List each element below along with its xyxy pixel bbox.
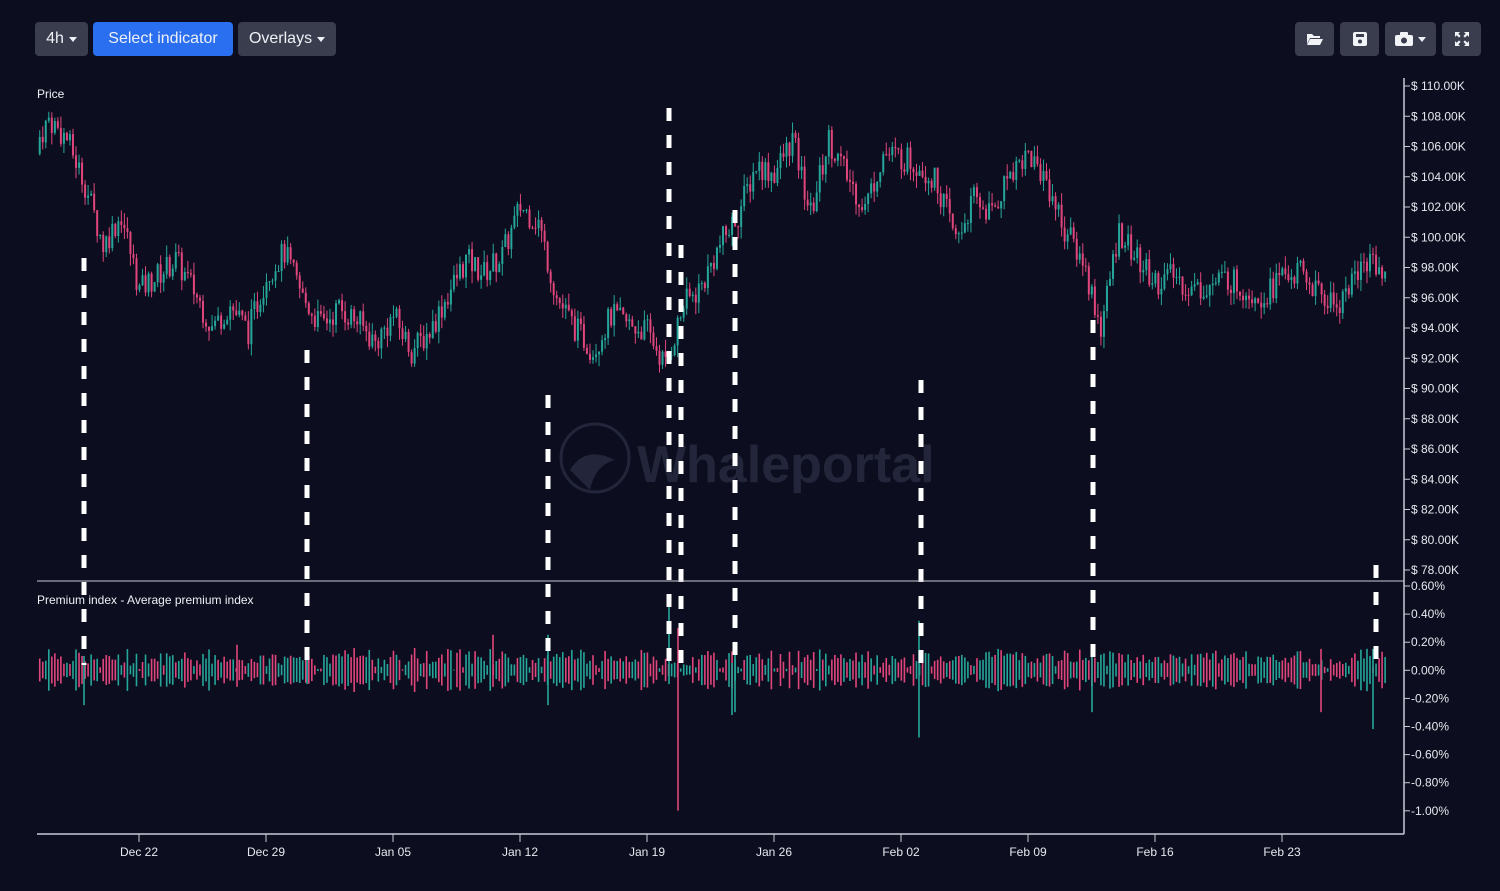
expand-icon <box>1454 32 1469 46</box>
svg-text:Feb 23: Feb 23 <box>1263 845 1301 859</box>
svg-text:Feb 09: Feb 09 <box>1009 845 1047 859</box>
select-indicator-label: Select indicator <box>108 30 218 47</box>
camera-icon <box>1395 32 1413 46</box>
svg-text:$ 90.00K: $ 90.00K <box>1411 382 1459 396</box>
watermark-text: Whaleportal <box>637 436 935 494</box>
svg-text:$ 96.00K: $ 96.00K <box>1411 291 1459 305</box>
chevron-down-icon <box>317 36 326 42</box>
svg-text:-0.80%: -0.80% <box>1411 776 1449 790</box>
save-button[interactable] <box>1340 22 1379 56</box>
svg-text:Dec 22: Dec 22 <box>120 845 158 859</box>
interval-dropdown[interactable]: 4h <box>35 22 88 56</box>
overlays-dropdown[interactable]: Overlays <box>238 22 336 56</box>
svg-text:Jan 19: Jan 19 <box>629 845 665 859</box>
svg-text:0.20%: 0.20% <box>1411 635 1445 649</box>
svg-text:Feb 16: Feb 16 <box>1136 845 1174 859</box>
price-candles <box>38 111 1387 373</box>
folder-open-icon <box>1306 34 1323 45</box>
svg-text:$ 92.00K: $ 92.00K <box>1411 351 1459 365</box>
svg-text:$ 100.00K: $ 100.00K <box>1411 230 1466 244</box>
svg-text:$ 78.00K: $ 78.00K <box>1411 563 1459 577</box>
svg-text:Dec 29: Dec 29 <box>247 845 285 859</box>
open-button[interactable] <box>1295 22 1334 56</box>
fullscreen-button[interactable] <box>1442 22 1481 56</box>
chart-axes: $ 110.00K $ 108.00K $ 106.00K $ 104.00K $ 10… <box>37 78 1466 859</box>
svg-text:$ 94.00K: $ 94.00K <box>1411 321 1459 335</box>
svg-text:$ 86.00K: $ 86.00K <box>1411 442 1459 456</box>
svg-text:$ 104.00K: $ 104.00K <box>1411 170 1466 184</box>
svg-text:0.60%: 0.60% <box>1411 579 1445 593</box>
premium-bars <box>38 606 1386 811</box>
chevron-down-icon <box>1418 36 1426 42</box>
svg-text:-0.20%: -0.20% <box>1411 691 1449 705</box>
svg-text:$ 98.00K: $ 98.00K <box>1411 261 1459 275</box>
svg-text:$ 88.00K: $ 88.00K <box>1411 412 1459 426</box>
svg-text:-1.00%: -1.00% <box>1411 804 1449 818</box>
svg-text:$ 108.00K: $ 108.00K <box>1411 109 1466 123</box>
svg-text:-0.60%: -0.60% <box>1411 748 1449 762</box>
price-pane-label: Price <box>37 87 65 101</box>
select-indicator-button[interactable]: Select indicator <box>93 22 233 56</box>
dashed-markers <box>81 108 1379 665</box>
svg-text:$ 82.00K: $ 82.00K <box>1411 503 1459 517</box>
svg-text:Feb 02: Feb 02 <box>882 845 920 859</box>
svg-text:$ 110.00K: $ 110.00K <box>1411 79 1465 93</box>
svg-text:0.40%: 0.40% <box>1411 607 1445 621</box>
svg-text:$ 80.00K: $ 80.00K <box>1411 533 1459 547</box>
svg-text:Jan 05: Jan 05 <box>375 845 411 859</box>
save-icon <box>1352 32 1367 46</box>
whaleportal-watermark: Whaleportal <box>559 422 935 494</box>
svg-text:Jan 26: Jan 26 <box>756 845 792 859</box>
overlays-label: Overlays <box>248 30 313 47</box>
svg-text:Jan 12: Jan 12 <box>502 845 538 859</box>
svg-text:$ 84.00K: $ 84.00K <box>1411 472 1459 486</box>
chevron-down-icon <box>68 36 77 42</box>
premium-pane-label: Premium index - Average premium index <box>37 593 254 607</box>
svg-text:-0.40%: -0.40% <box>1411 720 1449 734</box>
screenshot-dropdown[interactable] <box>1385 22 1436 56</box>
chart-actions <box>1295 22 1481 56</box>
svg-text:$ 102.00K: $ 102.00K <box>1411 200 1466 214</box>
interval-label: 4h <box>46 30 64 47</box>
chart-toolbar: 4h Select indicator Overlays <box>35 22 336 56</box>
svg-text:0.00%: 0.00% <box>1411 663 1445 677</box>
svg-text:$ 106.00K: $ 106.00K <box>1411 140 1466 154</box>
